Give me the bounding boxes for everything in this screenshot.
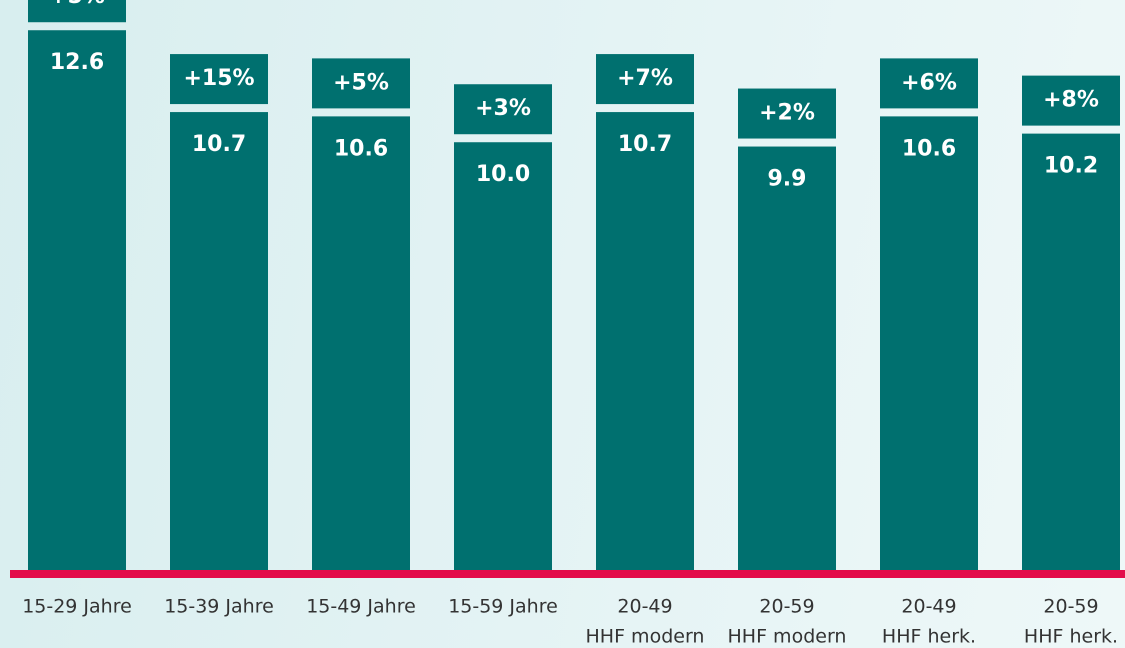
x-tick-label: 20-59 xyxy=(1043,596,1098,618)
change-box xyxy=(170,54,268,105)
bar xyxy=(170,112,268,574)
value-label: 10.6 xyxy=(334,136,388,161)
change-box xyxy=(1022,75,1120,126)
bar xyxy=(880,116,978,573)
value-label: 10.0 xyxy=(476,162,530,187)
value-label: 10.7 xyxy=(618,132,672,157)
value-label: 10.2 xyxy=(1044,154,1098,179)
bar xyxy=(738,146,836,574)
value-label: 12.6 xyxy=(50,50,104,75)
change-label: +3% xyxy=(475,96,531,121)
change-box xyxy=(454,84,552,135)
x-tick-label: 20-49 xyxy=(617,596,672,618)
bar xyxy=(1022,133,1120,573)
change-label: +2% xyxy=(759,101,815,126)
x-tick-label: HHF modern xyxy=(586,626,705,648)
x-tick-label: 15-39 Jahre xyxy=(164,596,274,618)
change-label: +7% xyxy=(617,66,673,91)
bar xyxy=(28,30,126,573)
bar xyxy=(596,112,694,574)
change-box xyxy=(28,0,126,23)
change-box xyxy=(312,58,410,109)
change-label: +15% xyxy=(183,66,254,91)
change-label: +8% xyxy=(1043,88,1099,113)
x-tick-label: 15-49 Jahre xyxy=(306,596,416,618)
x-tick-label: 15-29 Jahre xyxy=(22,596,132,618)
change-label: +5% xyxy=(333,70,389,95)
baseline xyxy=(10,570,1125,578)
change-box xyxy=(738,88,836,139)
x-tick-label: 20-49 xyxy=(901,596,956,618)
bar xyxy=(454,142,552,573)
x-tick-label: HHF herk. xyxy=(1024,626,1118,648)
x-tick-label: HHF herk. xyxy=(882,626,976,648)
change-label: +6% xyxy=(901,70,957,95)
value-label: 10.6 xyxy=(902,136,956,161)
x-tick-label: HHF modern xyxy=(728,626,847,648)
value-label: 9.9 xyxy=(768,167,807,192)
value-label: 10.7 xyxy=(192,132,246,157)
change-box xyxy=(880,58,978,109)
x-tick-label: 15-59 Jahre xyxy=(448,596,558,618)
change-label: +5% xyxy=(49,0,105,9)
change-box xyxy=(596,54,694,105)
x-tick-label: 20-59 xyxy=(759,596,814,618)
bar xyxy=(312,116,410,573)
